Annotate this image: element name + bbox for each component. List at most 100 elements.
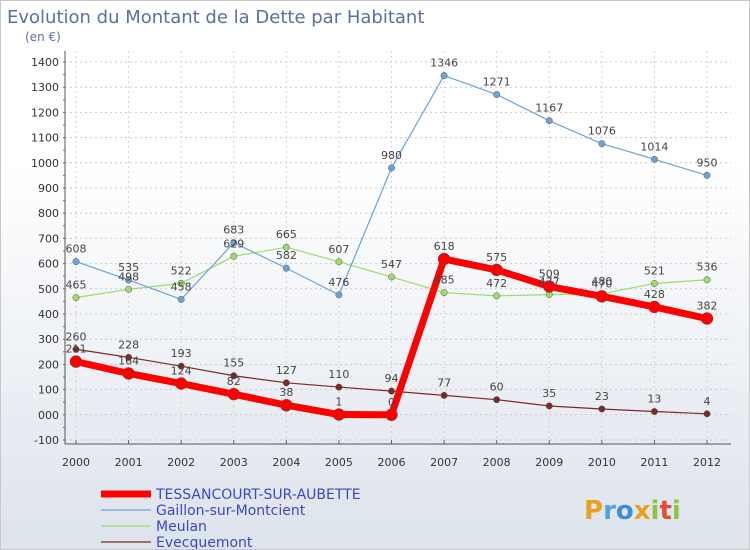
data-label-evecquemont: 260 [66, 330, 87, 343]
y-tick-label: -100 [34, 434, 59, 447]
unit-label: (en €) [25, 30, 61, 44]
data-label-evecquemont: 4 [704, 395, 711, 408]
data-label-evecquemont: 60 [490, 381, 504, 394]
data-label-gaillon-sur-montcient: 950 [697, 156, 718, 169]
x-tick-label: 2003 [220, 456, 248, 469]
data-label-evecquemont: 23 [595, 390, 609, 403]
data-label-tessancourt-sur-aubette: 38 [279, 386, 293, 399]
data-label-tessancourt-sur-aubette: 0 [388, 396, 395, 409]
data-label-meulan: 629 [223, 237, 244, 250]
data-label-evecquemont: 155 [223, 357, 244, 370]
y-tick-label: 1000 [31, 157, 59, 170]
data-label-meulan: 607 [328, 243, 349, 256]
data-point-gaillon-sur-montcient [545, 117, 553, 125]
x-tick-label: 2004 [272, 456, 300, 469]
data-label-evecquemont: 94 [385, 372, 399, 385]
data-point-meulan [72, 294, 80, 302]
data-point-tessancourt-sur-aubette [280, 398, 293, 412]
data-label-meulan: 477 [539, 276, 560, 289]
data-point-evecquemont [177, 362, 185, 370]
data-label-tessancourt-sur-aubette: 618 [434, 240, 455, 253]
y-tick-label: 100 [38, 384, 59, 397]
data-point-meulan [125, 285, 133, 293]
data-label-gaillon-sur-montcient: 458 [171, 280, 192, 293]
data-label-evecquemont: 77 [437, 376, 451, 389]
data-point-gaillon-sur-montcient [177, 295, 185, 303]
data-point-evecquemont [598, 405, 606, 413]
data-point-evecquemont [440, 391, 448, 399]
data-label-evecquemont: 110 [328, 368, 349, 381]
data-label-tessancourt-sur-aubette: 124 [171, 365, 192, 378]
data-label-gaillon-sur-montcient: 1014 [640, 140, 668, 153]
data-point-gaillon-sur-montcient [440, 72, 448, 80]
legend-label: TESSANCOURT-SUR-AUBETTE [155, 487, 361, 503]
data-label-gaillon-sur-montcient: 1346 [430, 57, 458, 70]
data-point-gaillon-sur-montcient [230, 239, 238, 247]
data-point-gaillon-sur-montcient [282, 264, 290, 272]
proxiti-logo: Proxiti [584, 496, 681, 526]
x-tick-label: 2008 [483, 456, 511, 469]
x-tick-label: 2007 [430, 456, 458, 469]
data-point-evecquemont [650, 408, 658, 415]
x-tick-label: 2010 [588, 456, 616, 469]
data-point-meulan [388, 273, 395, 281]
data-point-gaillon-sur-montcient [125, 276, 133, 284]
legend-label: Meulan [156, 519, 207, 535]
x-tick-label: 2005 [325, 456, 353, 469]
data-label-tessancourt-sur-aubette: 509 [539, 268, 560, 281]
data-label-gaillon-sur-montcient: 608 [66, 243, 87, 256]
data-point-meulan [650, 280, 658, 287]
x-tick-label: 2002 [167, 456, 195, 469]
data-point-meulan [335, 258, 343, 266]
y-tick-label: 1400 [31, 56, 59, 69]
data-point-tessancourt-sur-aubette [543, 280, 556, 293]
data-label-meulan: 522 [171, 264, 192, 277]
data-label-tessancourt-sur-aubette: 428 [644, 288, 665, 301]
data-label-evecquemont: 13 [647, 393, 661, 406]
x-tick-label: 2001 [115, 456, 143, 469]
y-tick-label: 600 [38, 258, 59, 271]
data-point-tessancourt-sur-aubette [595, 290, 609, 303]
data-label-gaillon-sur-montcient: 980 [381, 149, 402, 162]
data-point-tessancourt-sur-aubette [174, 377, 188, 390]
x-tick-label: 2009 [535, 456, 563, 469]
y-tick-label: 400 [38, 308, 59, 321]
data-point-tessancourt-sur-aubette [437, 252, 451, 266]
y-tick-label: 800 [38, 207, 59, 220]
data-label-gaillon-sur-montcient: 582 [276, 249, 297, 262]
data-point-gaillon-sur-montcient [598, 140, 606, 148]
data-point-tessancourt-sur-aubette [700, 312, 714, 325]
data-point-gaillon-sur-montcient [493, 91, 501, 98]
data-point-gaillon-sur-montcient [388, 164, 395, 172]
data-point-tessancourt-sur-aubette [69, 355, 83, 368]
data-point-evecquemont [545, 402, 553, 410]
data-label-gaillon-sur-montcient: 1271 [483, 76, 511, 89]
x-tick-label: 2006 [378, 456, 406, 469]
data-point-evecquemont [388, 387, 395, 395]
data-point-meulan [440, 289, 448, 297]
y-tick-label: 1200 [31, 106, 59, 119]
data-label-gaillon-sur-montcient: 1076 [588, 125, 616, 138]
data-label-tessancourt-sur-aubette: 382 [697, 300, 718, 313]
data-point-tessancourt-sur-aubette [648, 300, 661, 314]
data-label-evecquemont: 228 [118, 338, 139, 351]
data-point-tessancourt-sur-aubette [490, 263, 503, 277]
x-tick-label: 2012 [693, 456, 721, 469]
y-tick-label: 1300 [31, 81, 59, 94]
data-label-tessancourt-sur-aubette: 82 [227, 375, 241, 388]
legend-label: Evecquemont [156, 535, 253, 549]
data-point-evecquemont [493, 396, 501, 404]
x-tick-label: 2011 [640, 456, 668, 469]
data-label-meulan: 547 [381, 258, 402, 271]
data-label-meulan: 465 [66, 279, 87, 292]
chart-title: Evolution du Montant de la Dette par Hab… [7, 7, 424, 28]
data-label-gaillon-sur-montcient: 1167 [535, 102, 563, 115]
data-label-meulan: 472 [486, 277, 507, 290]
y-tick-label: 300 [38, 333, 59, 346]
data-label-meulan: 498 [118, 270, 139, 283]
data-label-evecquemont: 35 [542, 387, 556, 400]
data-point-meulan [230, 252, 238, 260]
data-point-evecquemont [282, 379, 290, 387]
